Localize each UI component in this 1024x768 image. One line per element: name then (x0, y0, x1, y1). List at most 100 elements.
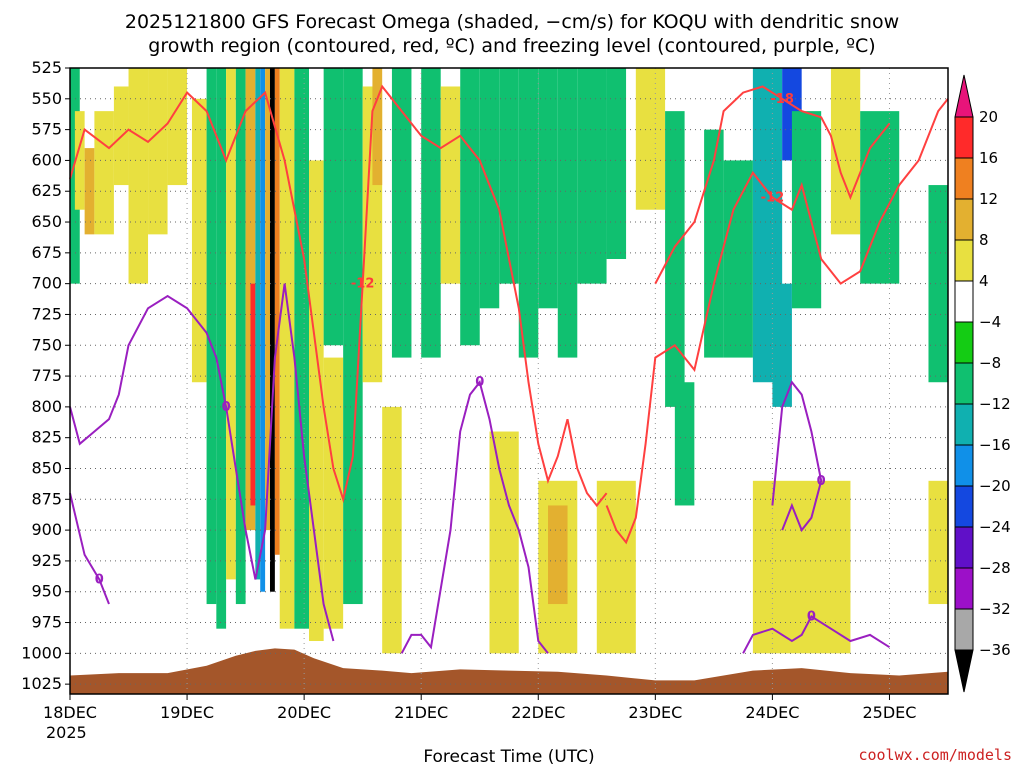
omega-cell (577, 68, 607, 284)
omega-cell (674, 382, 695, 506)
colorbar-tick-label: 8 (979, 231, 989, 249)
credit-text: coolwx.com/models (858, 746, 1012, 764)
x-tick-label: 19DEC (160, 703, 214, 722)
omega-cell (460, 68, 480, 346)
purple-freezing-contour (400, 379, 549, 654)
x-tick-label: 18DEC (43, 703, 97, 722)
omega-cell (323, 68, 344, 346)
purple-freezing-contour (771, 380, 823, 533)
colorbar-swatch (954, 239, 974, 282)
omega-cell (538, 68, 558, 309)
omega-shading-layer (70, 68, 948, 694)
omega-cell (235, 68, 246, 605)
colorbar: 20 16 12 8 4 −4 −8 −12 −16 −20 −24 −28 −32 −36 (954, 74, 1011, 693)
y-tick-label: 625 (31, 181, 62, 200)
colorbar-swatch (954, 403, 974, 446)
y-tick-label: 750 (31, 335, 62, 354)
omega-cell (772, 283, 792, 407)
colorbar-swatch (954, 526, 974, 569)
omega-cell (704, 129, 724, 358)
omega-cell (191, 98, 207, 383)
purple-freezing-contour-label: 0 (222, 400, 231, 415)
red-dgz-contour (654, 85, 891, 285)
omega-cell (557, 68, 578, 358)
omega-cell (665, 111, 685, 407)
y-tick-label: 600 (31, 150, 62, 169)
omega-cell (596, 480, 636, 654)
y-tick-label: 675 (31, 243, 62, 262)
y-tick-label: 525 (31, 58, 62, 77)
y-tick-label: 550 (31, 89, 62, 108)
omega-cell (309, 160, 324, 642)
omega-cell (635, 68, 666, 210)
x-axis-year-label: 2025 (46, 723, 87, 742)
y-tick-label: 975 (31, 613, 62, 632)
purple-freezing-contour-label: 0 (817, 474, 826, 489)
x-axis-time: 18DEC 19DEC 20DEC 21DEC 22DEC 23DEC 24DEC 25DEC (43, 694, 916, 722)
colorbar-swatch (954, 116, 974, 159)
colorbar-tick-label: −20 (979, 477, 1011, 495)
x-tick-label: 20DEC (277, 703, 331, 722)
y-tick-label: 850 (31, 458, 62, 477)
y-tick-label: 700 (31, 274, 62, 293)
red-dgz-contour-label: -12 (761, 190, 785, 205)
purple-freezing-contour-label: 0 (95, 572, 104, 587)
y-tick-label: 950 (31, 582, 62, 601)
omega-cell (206, 68, 217, 605)
x-tick-label: 25DEC (862, 703, 916, 722)
x-tick-label: 23DEC (628, 703, 682, 722)
y-tick-label: 800 (31, 397, 62, 416)
x-tick-label: 22DEC (511, 703, 565, 722)
red-dgz-contour (605, 98, 949, 545)
colorbar-tick-label: 16 (979, 149, 998, 167)
colorbar-swatch (954, 567, 974, 610)
omega-cell (128, 68, 149, 284)
colorbar-swatch (954, 362, 974, 405)
omega-cell (548, 505, 568, 605)
omega-cell (148, 68, 168, 235)
red-dgz-contour (69, 84, 608, 508)
x-axis-title: Forecast Time (UTC) (423, 747, 594, 767)
purple-freezing-contour (742, 614, 891, 654)
omega-cell (250, 283, 256, 506)
colorbar-swatch (954, 280, 974, 323)
contour-layer: -12 -12 -18 0 0 0 0 0 (69, 84, 949, 654)
y-tick-label: 1025 (21, 674, 62, 693)
x-tick-label: 21DEC (394, 703, 448, 722)
y-tick-label: 575 (31, 120, 62, 139)
y-tick-label: 725 (31, 304, 62, 323)
omega-cell (382, 406, 402, 654)
omega-cell (279, 68, 295, 629)
colorbar-tick-label: −32 (979, 600, 1011, 618)
omega-cell (489, 431, 519, 654)
red-dgz-contour-label: -18 (770, 92, 794, 107)
omega-cell (226, 68, 236, 580)
omega-cell (216, 68, 227, 629)
colorbar-tick-label: 20 (979, 108, 998, 126)
y-tick-label: 775 (31, 366, 62, 385)
colorbar-swatch (954, 608, 974, 651)
colorbar-tick-label: −12 (979, 395, 1011, 413)
omega-cell (265, 68, 270, 531)
colorbar-swatch (954, 444, 974, 487)
colorbar-tick-label: −4 (979, 313, 1001, 331)
colorbar-swatch (954, 485, 974, 528)
chart-title-line-2: growth region (contoured, red, ºC) and f… (148, 35, 875, 57)
x-tick-label: 24DEC (745, 703, 799, 722)
omega-cell (74, 111, 85, 210)
y-tick-label: 650 (31, 212, 62, 231)
omega-cell (343, 68, 363, 605)
purple-freezing-contour (69, 283, 335, 642)
terrain-surface (70, 648, 948, 694)
colorbar-tick-label: −28 (979, 559, 1011, 577)
y-tick-label: 825 (31, 428, 62, 447)
purple-freezing-contour (69, 492, 110, 605)
y-tick-label: 900 (31, 520, 62, 539)
colorbar-tick-label: −24 (979, 518, 1011, 536)
omega-cell (928, 480, 948, 605)
omega-cell (260, 68, 266, 592)
chart-title-line-1: 2025121800 GFS Forecast Omega (shaded, −… (125, 11, 899, 33)
omega-cell (499, 68, 519, 284)
omega-cell (928, 185, 948, 383)
omega-cell (479, 68, 500, 309)
